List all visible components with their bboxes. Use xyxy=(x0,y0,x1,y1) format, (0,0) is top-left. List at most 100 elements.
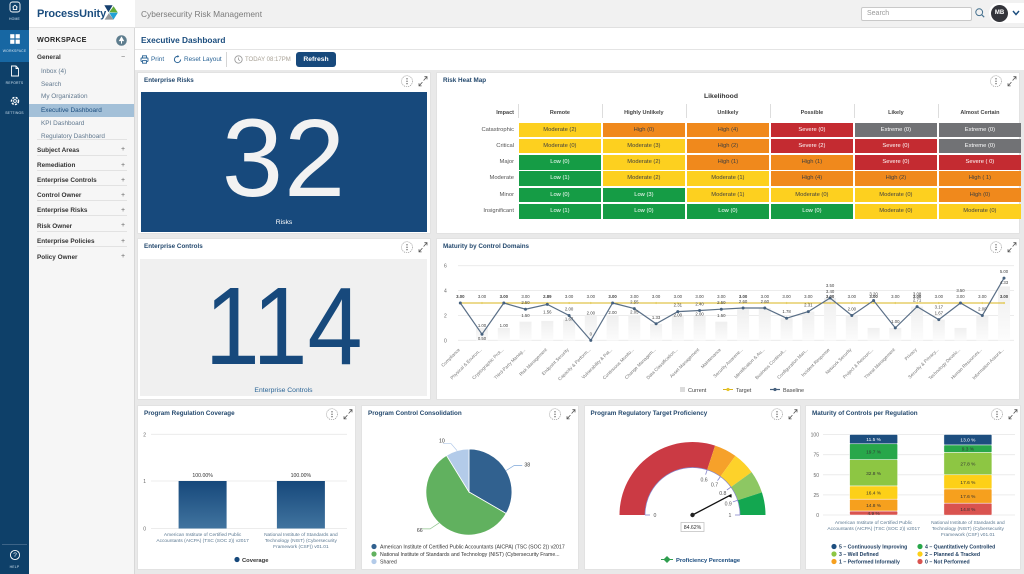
svg-text:3.00: 3.00 xyxy=(891,294,900,299)
svg-text:3.00: 3.00 xyxy=(674,294,683,299)
svg-text:Framework (CSF) v01.01: Framework (CSF) v01.01 xyxy=(941,532,995,538)
svg-text:17.6 %: 17.6 % xyxy=(960,480,976,486)
svg-text:3.00: 3.00 xyxy=(978,294,987,299)
svg-text:3.00: 3.00 xyxy=(826,294,835,299)
svg-text:3.00: 3.00 xyxy=(804,294,813,299)
svg-text:50: 50 xyxy=(813,473,819,479)
svg-text:2 – Planned & Tracked: 2 – Planned & Tracked xyxy=(925,552,980,558)
svg-text:10: 10 xyxy=(439,439,445,445)
svg-text:2.40: 2.40 xyxy=(695,302,704,307)
svg-text:3.00: 3.00 xyxy=(630,294,639,299)
svg-text:25: 25 xyxy=(813,493,819,499)
svg-text:2: 2 xyxy=(143,432,146,438)
svg-text:9.3 %: 9.3 % xyxy=(962,447,975,453)
svg-text:2.60: 2.60 xyxy=(761,299,770,304)
svg-text:1.67: 1.67 xyxy=(935,311,944,316)
svg-text:2.00: 2.00 xyxy=(978,307,987,312)
svg-text:3.00: 3.00 xyxy=(782,294,791,299)
svg-text:1.00: 1.00 xyxy=(478,323,487,328)
svg-text:3.00: 3.00 xyxy=(869,294,878,299)
svg-text:3.00: 3.00 xyxy=(1000,294,1009,299)
svg-text:1: 1 xyxy=(143,479,146,485)
svg-text:Compliance: Compliance xyxy=(440,347,461,368)
svg-text:Target: Target xyxy=(736,388,752,394)
svg-text:?: ? xyxy=(13,552,17,559)
svg-text:1.50: 1.50 xyxy=(717,313,726,318)
svg-text:38: 38 xyxy=(524,463,530,469)
svg-text:19.7 %: 19.7 % xyxy=(866,450,882,456)
svg-text:66: 66 xyxy=(417,528,423,534)
svg-text:Current: Current xyxy=(688,388,707,394)
svg-text:1.00: 1.00 xyxy=(891,319,900,324)
svg-text:2.60: 2.60 xyxy=(739,299,748,304)
svg-text:1.50: 1.50 xyxy=(521,313,530,318)
svg-text:0: 0 xyxy=(143,527,146,533)
svg-text:2.89: 2.89 xyxy=(543,294,552,299)
svg-text:3.00: 3.00 xyxy=(521,294,530,299)
svg-text:3.00: 3.00 xyxy=(500,294,509,299)
svg-text:17.6 %: 17.6 % xyxy=(960,494,976,500)
svg-text:3 – Well Defined: 3 – Well Defined xyxy=(839,552,879,558)
svg-text:0: 0 xyxy=(653,513,656,519)
svg-text:Privacy: Privacy xyxy=(904,347,919,362)
svg-text:75: 75 xyxy=(813,453,819,459)
svg-text:3.00: 3.00 xyxy=(652,294,661,299)
svg-text:4.9 %: 4.9 % xyxy=(867,511,880,517)
svg-text:1.67: 1.67 xyxy=(565,317,574,322)
svg-text:National Institute of Standard: National Institute of Standards and xyxy=(931,520,1005,526)
svg-text:100.00%: 100.00% xyxy=(291,473,312,479)
svg-text:Coverage: Coverage xyxy=(242,558,269,564)
svg-text:Accountants (AICPA) (TSC (SOC: Accountants (AICPA) (TSC (SOC 2)) v2017 xyxy=(156,538,249,544)
svg-text:2.00: 2.00 xyxy=(848,307,857,312)
svg-text:5 – Continuously Improving: 5 – Continuously Improving xyxy=(839,545,907,551)
svg-text:3.00: 3.00 xyxy=(456,294,465,299)
svg-text:11.5 %: 11.5 % xyxy=(866,437,881,443)
svg-text:84.62%: 84.62% xyxy=(683,525,701,531)
svg-text:2.05: 2.05 xyxy=(630,310,639,315)
svg-text:3.00: 3.00 xyxy=(913,294,922,299)
svg-text:0.8: 0.8 xyxy=(719,491,726,497)
svg-text:0: 0 xyxy=(444,338,447,344)
svg-text:4: 4 xyxy=(444,289,447,295)
svg-text:100.00%: 100.00% xyxy=(192,473,213,479)
svg-text:Baseline: Baseline xyxy=(783,388,804,394)
svg-text:0 – Not Performed: 0 – Not Performed xyxy=(925,560,970,566)
svg-text:2.00: 2.00 xyxy=(674,313,683,318)
svg-text:4 – Quantitatively Controlled: 4 – Quantitatively Controlled xyxy=(925,545,995,551)
svg-text:Shared: Shared xyxy=(380,560,397,566)
svg-text:1.00: 1.00 xyxy=(500,323,509,328)
svg-text:4.33: 4.33 xyxy=(1000,280,1009,285)
svg-text:3.00: 3.00 xyxy=(565,294,574,299)
svg-text:3.20: 3.20 xyxy=(869,292,878,297)
svg-text:National Institute of Standard: National Institute of Standards and xyxy=(264,532,338,538)
svg-text:0: 0 xyxy=(816,513,819,519)
svg-text:American Institute of Certifie: American Institute of Certified Public A… xyxy=(380,545,565,551)
svg-text:2.50: 2.50 xyxy=(521,300,530,305)
svg-text:13.0 %: 13.0 % xyxy=(960,438,976,444)
svg-text:16.4 %: 16.4 % xyxy=(866,491,882,497)
svg-text:3.40: 3.40 xyxy=(826,289,835,294)
svg-text:6: 6 xyxy=(444,264,447,270)
svg-text:Proficiency Percentage: Proficiency Percentage xyxy=(676,558,741,564)
svg-text:0.9: 0.9 xyxy=(724,501,731,507)
svg-text:1.33: 1.33 xyxy=(652,315,661,320)
svg-text:2.31: 2.31 xyxy=(804,303,813,308)
svg-text:2.55: 2.55 xyxy=(630,300,639,305)
svg-text:32.8 %: 32.8 % xyxy=(866,471,882,477)
svg-text:3.00: 3.00 xyxy=(848,294,857,299)
svg-text:2.50: 2.50 xyxy=(717,300,726,305)
svg-text:3.00: 3.00 xyxy=(695,294,704,299)
svg-text:Technology (NIST) (Cybersecuri: Technology (NIST) (Cybersecurity xyxy=(932,526,1005,532)
svg-text:2: 2 xyxy=(444,314,447,320)
svg-text:2.71: 2.71 xyxy=(913,298,922,303)
svg-text:1.78: 1.78 xyxy=(782,309,791,314)
svg-text:0.50: 0.50 xyxy=(478,336,487,341)
svg-text:2.00: 2.00 xyxy=(608,310,617,315)
svg-text:3.00: 3.00 xyxy=(478,294,487,299)
svg-text:100: 100 xyxy=(811,433,820,439)
svg-text:3.00: 3.00 xyxy=(956,294,965,299)
svg-text:14.8 %: 14.8 % xyxy=(960,507,976,513)
svg-text:3.00: 3.00 xyxy=(717,294,726,299)
svg-text:3.00: 3.00 xyxy=(608,294,617,299)
svg-text:14.8 %: 14.8 % xyxy=(866,503,882,509)
